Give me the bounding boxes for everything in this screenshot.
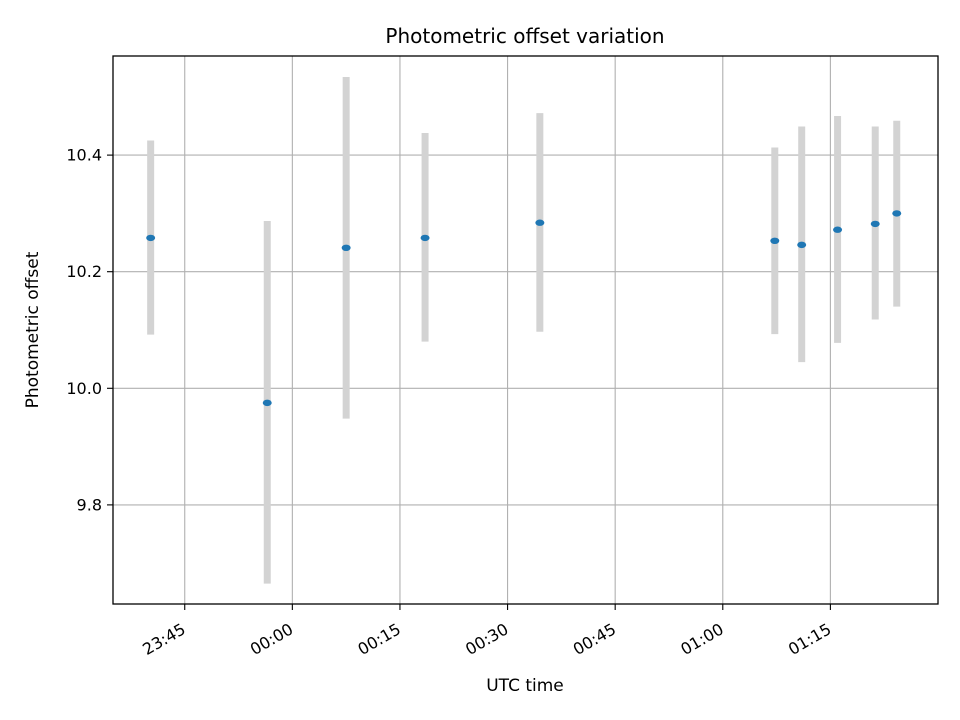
- data-point: [833, 226, 843, 233]
- data-point: [420, 234, 430, 242]
- data-point: [870, 220, 880, 228]
- plot-frame: [112, 55, 939, 605]
- data-points: [146, 210, 902, 407]
- x-tick-label: 00:00: [247, 619, 296, 659]
- chart-title: Photometric offset variation: [385, 24, 664, 48]
- y-axis-ticks: 9.8 10.0 10.2 10.4: [66, 146, 113, 514]
- x-axis-label: UTC time: [486, 676, 564, 696]
- y-tick-label: 10.0: [66, 379, 102, 398]
- data-point: [146, 234, 156, 242]
- x-tick-label: 23:45: [139, 619, 188, 659]
- y-tick-label: 10.4: [66, 146, 102, 165]
- error-bars: [147, 76, 901, 584]
- x-axis-ticks: 23:45 00:00 00:15 00:30 00:45 01:00 01:15: [139, 604, 834, 659]
- grid: [113, 56, 938, 604]
- y-tick-label: 9.8: [77, 495, 102, 514]
- x-tick-label: 01:00: [677, 619, 726, 659]
- x-tick-label: 00:15: [355, 619, 404, 659]
- data-point: [892, 210, 902, 217]
- x-tick-label: 00:30: [462, 619, 511, 659]
- y-axis-label: Photometric offset: [23, 251, 43, 408]
- y-tick-label: 10.2: [66, 262, 102, 281]
- data-point: [262, 399, 272, 407]
- data-point: [797, 241, 807, 249]
- x-tick-label: 01:15: [785, 619, 834, 659]
- data-point: [535, 219, 545, 226]
- data-point: [770, 237, 780, 245]
- data-point: [341, 244, 351, 251]
- x-tick-label: 00:45: [570, 619, 619, 659]
